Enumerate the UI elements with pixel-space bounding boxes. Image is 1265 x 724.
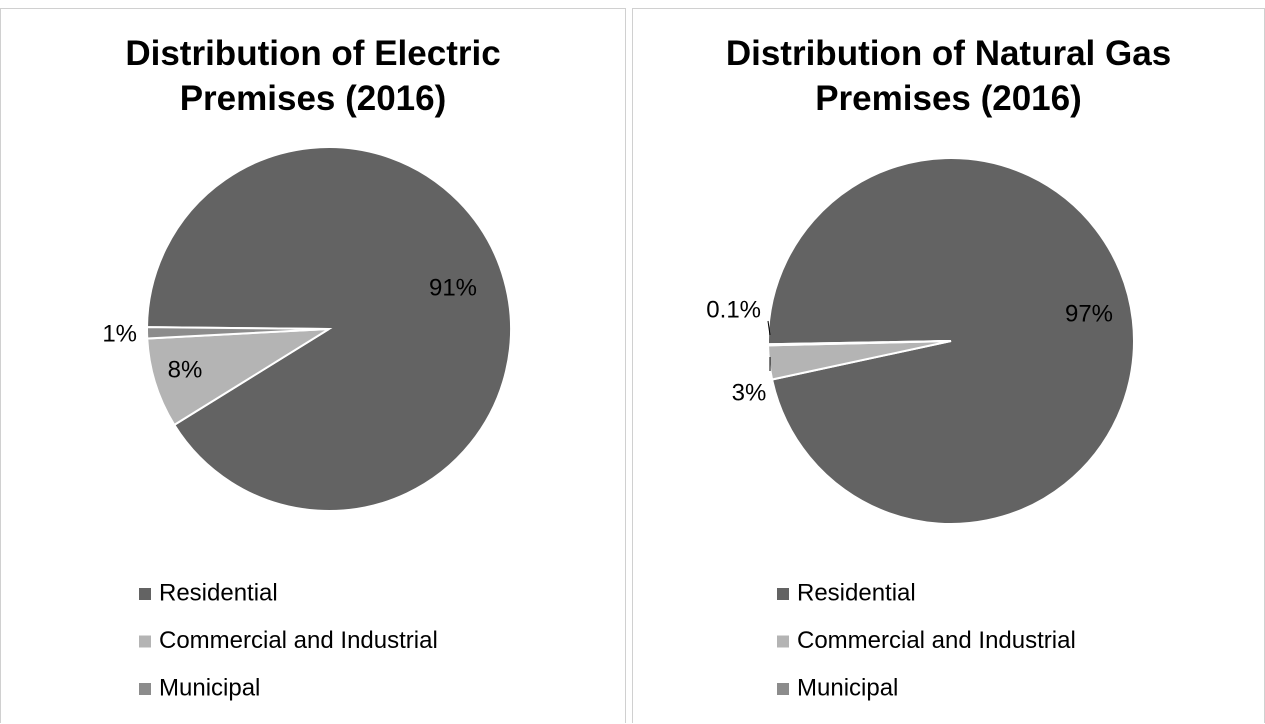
data-label: 8% — [168, 356, 203, 383]
data-label: 0.1% — [706, 296, 761, 323]
legend-swatch — [139, 588, 151, 600]
pie-slice — [146, 326, 330, 340]
chart-title: Distribution of Electric Premises (2016) — [125, 34, 501, 118]
legend-label: Residential — [797, 579, 916, 606]
legend-swatch — [139, 683, 151, 695]
pie-slice — [146, 328, 330, 427]
legend-label: Commercial and Industrial — [797, 627, 1076, 654]
legend-label: Residential — [159, 579, 278, 606]
data-label: 97% — [1065, 300, 1113, 327]
legend-swatch — [777, 635, 789, 648]
chart: 91% 8% 1% Residential Commercial and Industr… — [102, 146, 512, 701]
chart-title: Distribution of Natural Gas Premises (20… — [725, 34, 1172, 118]
pie-slice — [767, 340, 952, 347]
legend-label: Municipal — [159, 674, 260, 701]
data-label: 91% — [429, 274, 477, 301]
chart: 97% 3% 0.1% Residential Commercial and Indus… — [706, 157, 1135, 701]
legend-swatch — [139, 635, 151, 648]
legend-label: Municipal — [797, 674, 898, 701]
data-label: 1% — [102, 320, 137, 347]
data-label: 3% — [732, 379, 767, 406]
legend-swatch — [777, 588, 789, 600]
chart-panel: Distribution of Electric Premises (2016)… — [0, 8, 626, 723]
legend-label: Commercial and Industrial — [159, 627, 438, 654]
legend-swatch — [777, 683, 789, 695]
leader-line — [767, 320, 771, 336]
chart-panel: Distribution of Natural Gas Premises (20… — [632, 8, 1265, 723]
